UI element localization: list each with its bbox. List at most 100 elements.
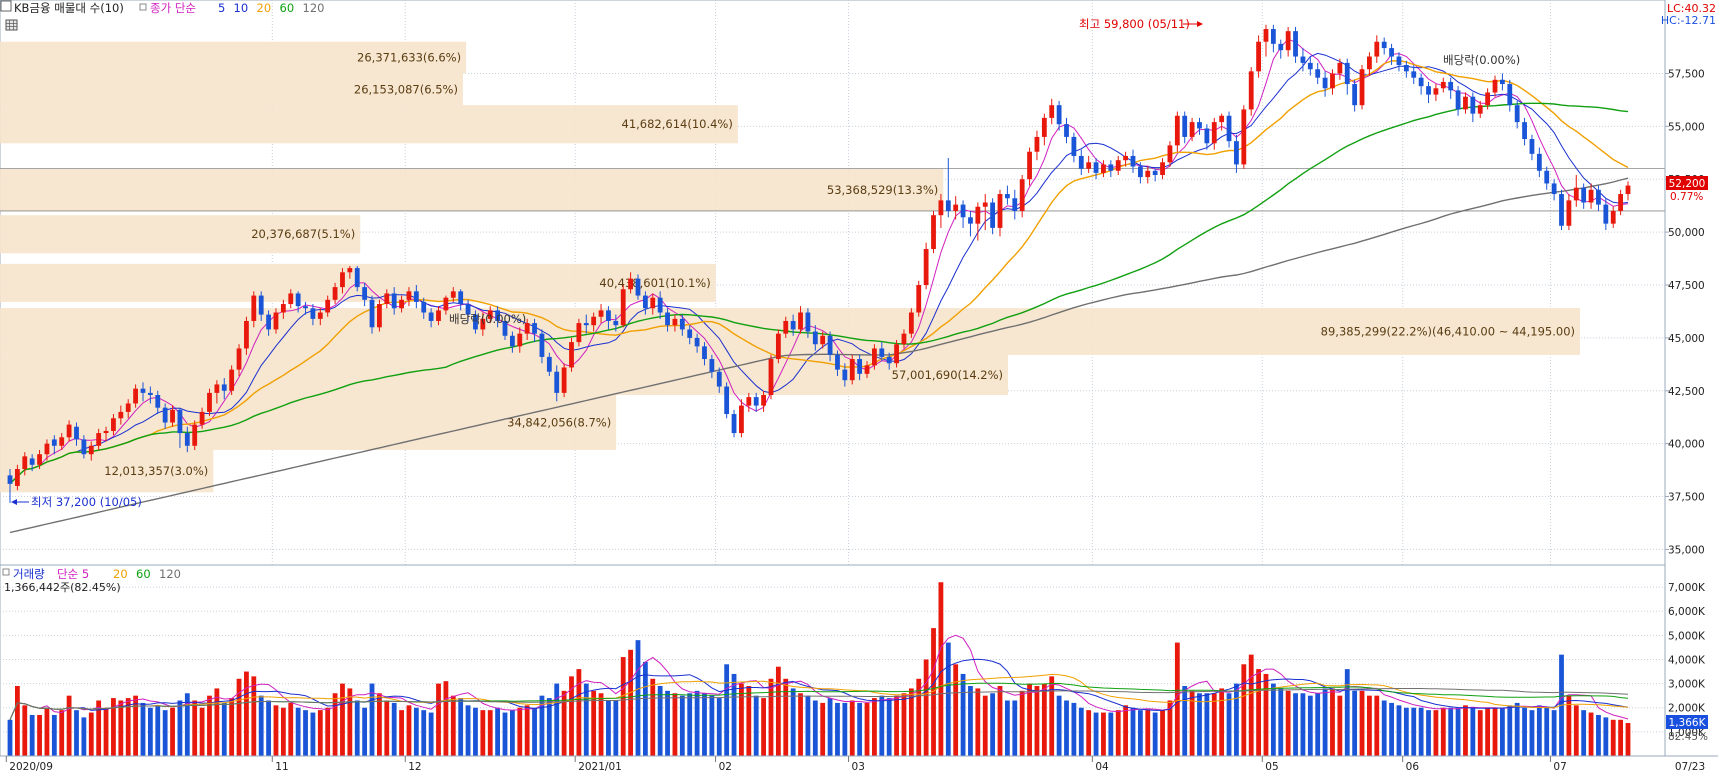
candle-body — [1352, 84, 1358, 106]
table-toggle-icon[interactable] — [5, 19, 18, 31]
volume-bar — [1086, 710, 1092, 756]
candle-body — [783, 320, 789, 334]
volume-bar — [1034, 686, 1040, 756]
volume-bar — [945, 642, 951, 756]
candle-body — [1618, 194, 1624, 211]
candle-body — [739, 405, 744, 434]
candle-body — [421, 301, 427, 313]
candle-body — [495, 310, 501, 321]
volume-bar — [1485, 707, 1491, 756]
volume-ma-20-line — [9, 673, 1629, 721]
volume-bar — [1137, 710, 1143, 756]
volume-bar — [29, 714, 35, 756]
volume-bar — [140, 702, 146, 756]
dividend-annotation-1: 배당락(0.00%) — [449, 312, 526, 326]
candle-body — [872, 348, 877, 366]
volume-bar — [74, 710, 79, 756]
volume-bar — [1307, 695, 1313, 756]
candle-body — [22, 456, 28, 470]
volume-tick-label: 3,000K — [1668, 679, 1706, 691]
candle-body — [443, 297, 449, 311]
candle-body — [1027, 151, 1032, 180]
volume-bar — [864, 702, 870, 756]
candle-body — [1234, 141, 1239, 165]
volume-bar — [1019, 690, 1025, 756]
candle-body — [716, 371, 722, 387]
volume-bar — [968, 686, 973, 756]
candle-body — [1093, 162, 1099, 173]
candle-body — [81, 439, 87, 455]
candle-body — [88, 445, 94, 455]
volume-bar — [1270, 683, 1276, 756]
chart-title[interactable]: KB금융 매물대 수(10) — [14, 1, 124, 15]
candle-body — [251, 295, 257, 321]
volume-bar — [1130, 707, 1136, 756]
candle-body — [894, 344, 899, 364]
candle-body — [724, 386, 730, 415]
candle-body — [1086, 162, 1092, 169]
volume-profile-bar — [0, 395, 617, 450]
candle-body — [1536, 153, 1542, 171]
volume-bar — [576, 669, 582, 756]
volume-legend-item: 단순 5 — [57, 567, 89, 581]
candle-body — [1315, 69, 1321, 78]
volume-bar — [753, 695, 759, 756]
volume-bar — [1403, 707, 1409, 756]
candle-body — [509, 335, 515, 347]
volume-bar — [1544, 707, 1550, 756]
candle-body — [1115, 160, 1121, 171]
volume-bar — [458, 698, 464, 756]
candle-body — [480, 318, 486, 330]
candle-body — [532, 323, 537, 334]
candle-body — [1152, 170, 1158, 175]
candle-body — [1337, 62, 1343, 74]
candlesticks — [7, 24, 1631, 503]
volume-bar — [1418, 707, 1424, 756]
volume-bar — [1167, 700, 1173, 756]
candle-body — [1293, 31, 1298, 57]
candle-body — [517, 333, 523, 347]
volume-bar — [820, 702, 826, 756]
volume-bar — [642, 661, 648, 756]
volume-bar — [1204, 693, 1210, 756]
volume-bar — [1108, 712, 1114, 756]
volume-bar — [783, 678, 789, 756]
candle-body — [864, 365, 870, 374]
volume-bar — [1027, 683, 1032, 756]
price-tick-label: 37,500 — [1668, 492, 1705, 504]
volume-bar — [569, 676, 574, 756]
candle-body — [317, 312, 323, 319]
candle-body — [1559, 194, 1564, 226]
volume-bar — [147, 707, 153, 756]
volume-bar — [679, 695, 685, 756]
volume-bar — [694, 690, 700, 756]
candle-body — [916, 285, 922, 313]
volume-bar — [59, 710, 65, 756]
candle-body — [650, 297, 656, 309]
volume-bar — [739, 683, 744, 756]
volume-profile-label: 34,842,056(8.7%) — [507, 416, 611, 430]
volume-bar — [244, 671, 249, 756]
volume-bar — [517, 707, 523, 756]
volume-bar — [1618, 719, 1624, 756]
candle-body — [1581, 187, 1587, 203]
volume-bar — [539, 695, 545, 756]
volume-bar — [473, 707, 478, 756]
candle-body — [1248, 71, 1254, 110]
candle-body — [1426, 86, 1431, 95]
volume-bar — [1049, 676, 1055, 756]
volume-bar — [125, 698, 131, 756]
volume-bar — [1514, 702, 1520, 756]
volume-axis-labels: 7,000K 6,000K 5,000K 4,000K 3,000K 2,000K 1,00… — [1668, 582, 1706, 739]
volume-profile-label: 26,153,087(6.5%) — [354, 82, 458, 96]
volume-bar — [761, 698, 766, 756]
candle-body — [192, 424, 198, 446]
candle-body — [1455, 90, 1461, 110]
candle-body — [613, 320, 619, 326]
candle-body — [147, 392, 153, 395]
volume-profile-bar — [0, 168, 944, 211]
volume-bar — [347, 688, 353, 756]
candle-body — [975, 206, 981, 224]
